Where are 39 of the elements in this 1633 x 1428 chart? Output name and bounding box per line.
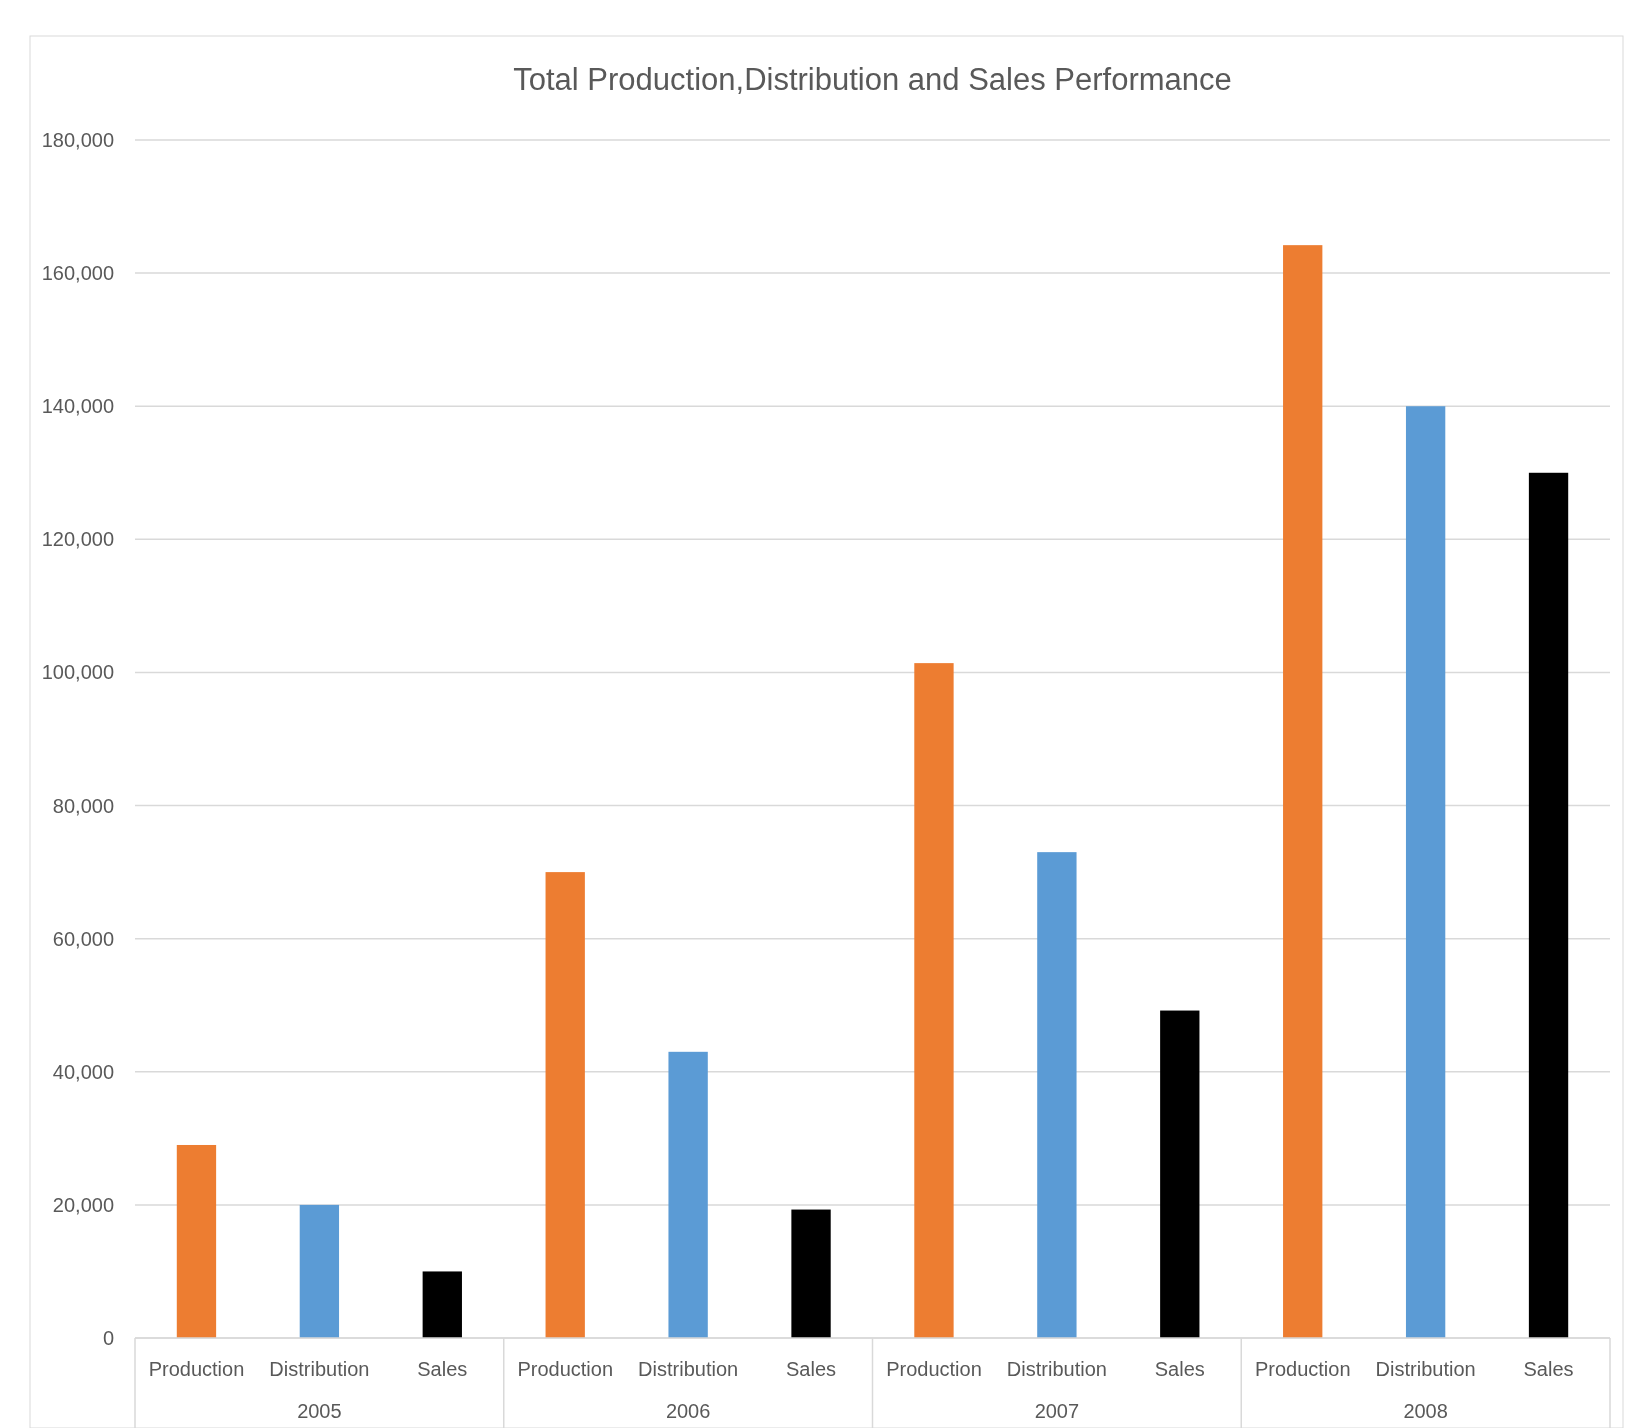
bar (1528, 472, 1569, 1338)
y-tick-label: 100,000 (41, 661, 114, 684)
x-tick-label: Sales (1523, 1358, 1574, 1380)
x-tick-label: Distribution (638, 1358, 739, 1380)
bar (791, 1209, 831, 1338)
x-tick-label: Sales (1154, 1358, 1205, 1380)
x-tick-label: Production (517, 1358, 614, 1380)
x-tick-label: Sales (417, 1358, 468, 1380)
y-tick-label: 160,000 (41, 262, 114, 285)
x-tick-label: Distribution (269, 1358, 370, 1380)
bar (422, 1271, 462, 1338)
y-tick-label: 120,000 (41, 528, 114, 551)
x-tick-label: Production (1254, 1358, 1351, 1380)
bar (545, 872, 585, 1338)
x-tick-label: Distribution (1006, 1358, 1107, 1380)
bar (1160, 1010, 1200, 1338)
x-tick-label: Distribution (1375, 1358, 1476, 1380)
bar (914, 663, 954, 1338)
text: 2005 (297, 1400, 342, 1422)
bar (668, 1051, 708, 1338)
y-tick-label: 20,000 (52, 1193, 114, 1216)
x-tick-label: Production (148, 1358, 245, 1380)
y-tick-label: 40,000 (52, 1060, 114, 1083)
x-tick-label: Production (886, 1358, 982, 1380)
bar (1405, 406, 1446, 1338)
y-tick-label: 140,000 (41, 395, 114, 418)
text: 2008 (1403, 1400, 1448, 1422)
bar (176, 1144, 217, 1338)
x-tick-label: Sales (786, 1358, 837, 1380)
bar (1037, 852, 1077, 1338)
y-tick-label: 180,000 (41, 129, 114, 151)
y-tick-label: 80,000 (52, 794, 114, 817)
text: 2006 (665, 1400, 711, 1422)
bar (1283, 245, 1323, 1338)
y-tick-label: 0 (102, 1327, 114, 1349)
y-tick-label: 60,000 (52, 927, 114, 950)
text: 2007 (1034, 1400, 1080, 1422)
chart-title: Total Production,Distribution and Sales Performance (513, 62, 1232, 97)
bar (299, 1204, 340, 1338)
